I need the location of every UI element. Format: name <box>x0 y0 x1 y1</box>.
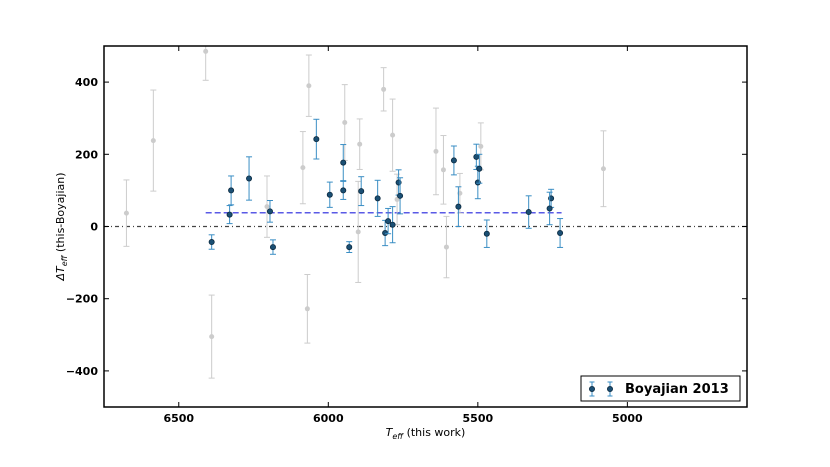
data-point <box>226 211 233 218</box>
data-point <box>326 191 333 198</box>
data-point <box>374 195 381 202</box>
grey-point <box>357 141 363 147</box>
grey-point <box>123 210 129 216</box>
y-tick-label: 400 <box>75 76 98 89</box>
data-point <box>228 187 235 194</box>
data-point <box>476 165 483 172</box>
data-point <box>382 229 389 236</box>
grey-point <box>443 244 449 250</box>
data-point <box>397 192 404 199</box>
y-axis-label: ΔTeff (this-Boyajian) <box>54 172 69 281</box>
legend-marker <box>589 381 614 397</box>
x-tick-label: 5500 <box>463 412 494 425</box>
data-point <box>525 209 532 216</box>
x-axis-label-main: T <box>386 426 394 439</box>
grey-point <box>203 48 209 54</box>
x-tick-label: 5000 <box>612 412 643 425</box>
grey-point <box>381 86 387 92</box>
x-axis-label-sub: eff <box>392 432 404 441</box>
data-point <box>385 218 392 225</box>
grey-point <box>209 334 215 340</box>
data-point <box>483 230 490 237</box>
grey-point <box>440 167 446 173</box>
y-tick-label: 0 <box>90 221 98 234</box>
data-point <box>208 239 215 246</box>
grey-point <box>264 204 270 210</box>
y-tick-label: −200 <box>66 293 99 306</box>
y-axis-label-main: ΔT <box>54 265 67 282</box>
data-point <box>266 208 273 215</box>
data-point <box>473 153 480 160</box>
data-point <box>340 187 347 194</box>
grey-point <box>355 229 361 235</box>
x-tick-label: 6000 <box>313 412 344 425</box>
y-axis-label-sub: eff <box>60 254 69 266</box>
grey-point <box>390 132 396 138</box>
data-point <box>389 221 396 228</box>
legend-point <box>607 385 614 392</box>
y-axis-label-rest: (this-Boyajian) <box>54 172 67 255</box>
y-tick-label: −400 <box>66 365 99 378</box>
x-axis-label: Teff (this work) <box>386 426 466 441</box>
data-point <box>313 136 320 143</box>
grey-point <box>150 138 156 144</box>
legend-point <box>589 385 596 392</box>
data-point <box>358 188 365 195</box>
y-tick-label: 200 <box>75 148 98 161</box>
x-axis: 6500 6000 5500 5000 <box>163 46 643 425</box>
grey-point <box>433 148 439 154</box>
grey-point <box>342 120 348 126</box>
data-point <box>340 159 347 166</box>
data-point <box>557 229 564 236</box>
data-point <box>450 157 457 164</box>
grey-point <box>478 143 484 149</box>
grey-point <box>306 83 312 89</box>
data-point <box>246 175 253 182</box>
data-point <box>269 244 276 251</box>
x-tick-label: 6500 <box>163 412 194 425</box>
legend-label: Boyajian 2013 <box>625 382 729 397</box>
x-axis-label-rest: (this work) <box>403 426 465 439</box>
data-point <box>346 244 353 251</box>
data-point <box>455 203 462 210</box>
grey-point <box>300 165 306 171</box>
grey-point <box>600 166 606 172</box>
data-point <box>546 205 553 212</box>
grey-point <box>304 306 310 312</box>
legend: Boyajian 2013 <box>580 375 741 402</box>
plot-area <box>104 46 747 379</box>
y-axis: 400 200 0 −200 −400 <box>66 76 747 378</box>
